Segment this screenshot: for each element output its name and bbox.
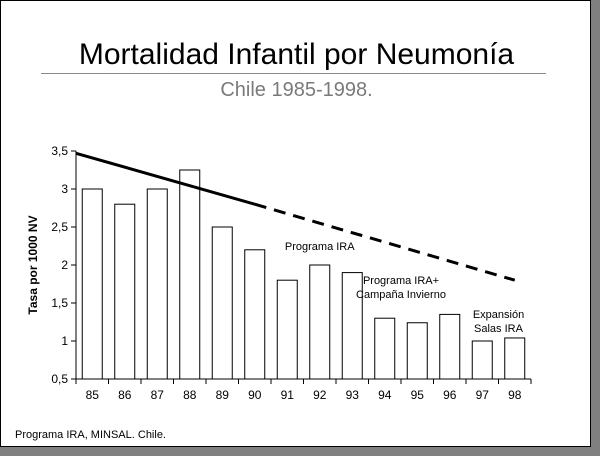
- trend-line-solid: [75, 151, 256, 206]
- x-tick-label: 94: [378, 388, 392, 402]
- bar: [81, 188, 103, 380]
- y-tick-label: 0,5: [51, 372, 68, 386]
- bar-chart: 0,5 1 1,5 2 2,5 3 3,5 Tasa por 1000 NV 85 86 87 88 8…: [26, 144, 532, 402]
- x-tick-label: 95: [411, 388, 425, 402]
- bar: [374, 317, 396, 380]
- x-tick-label: 96: [443, 388, 457, 402]
- bar: [439, 313, 461, 380]
- bar: [504, 337, 526, 380]
- x-tick-label: 88: [183, 388, 197, 402]
- x-tick-label: 85: [86, 388, 100, 402]
- bar: [244, 249, 266, 380]
- x-tick-label: 86: [118, 388, 132, 402]
- x-tick-label: 90: [248, 388, 262, 402]
- y-tick-label: 3,5: [51, 144, 68, 158]
- trend-line-dashed: [254, 202, 516, 282]
- annotation-label: Programa IRA+: [363, 275, 439, 287]
- y-axis-title: Tasa por 1000 NV: [26, 215, 40, 314]
- annotation-label: Programa IRA: [285, 241, 355, 253]
- bar: [146, 188, 168, 380]
- x-tick-label: 91: [281, 388, 295, 402]
- x-tick-label: 87: [151, 388, 165, 402]
- y-tick-label: 1,5: [51, 296, 68, 310]
- chart-title: Mortalidad Infantil por Neumonía: [78, 38, 515, 71]
- x-tick-label: 93: [346, 388, 360, 402]
- source-footnote: Programa IRA, MINSAL. Chile.: [15, 429, 166, 441]
- annotation-label: Campaña Invierno: [356, 289, 446, 301]
- bar: [179, 169, 201, 380]
- bar: [276, 279, 298, 380]
- x-tick-label: 97: [476, 388, 490, 402]
- title-divider: [41, 73, 546, 74]
- bar: [309, 264, 331, 380]
- bar: [211, 226, 233, 380]
- slide: Mortalidad Infantil por Neumonía Chile 1…: [0, 0, 591, 447]
- annotation-label: Expansión: [473, 309, 524, 321]
- y-tick-label: 2,5: [51, 220, 68, 234]
- x-tick-label: 89: [216, 388, 230, 402]
- y-tick-label: 2: [61, 258, 68, 272]
- y-tick-label: 3: [61, 182, 68, 196]
- bar: [471, 340, 493, 380]
- y-tick-label: 1: [61, 334, 68, 348]
- annotation-label: Salas IRA: [474, 323, 524, 335]
- x-tick-label: 98: [508, 388, 522, 402]
- x-tick-label: 92: [313, 388, 327, 402]
- chart-subtitle: Chile 1985-1998.: [220, 79, 373, 101]
- bar: [341, 272, 363, 380]
- bar: [114, 203, 136, 380]
- bar: [406, 322, 428, 380]
